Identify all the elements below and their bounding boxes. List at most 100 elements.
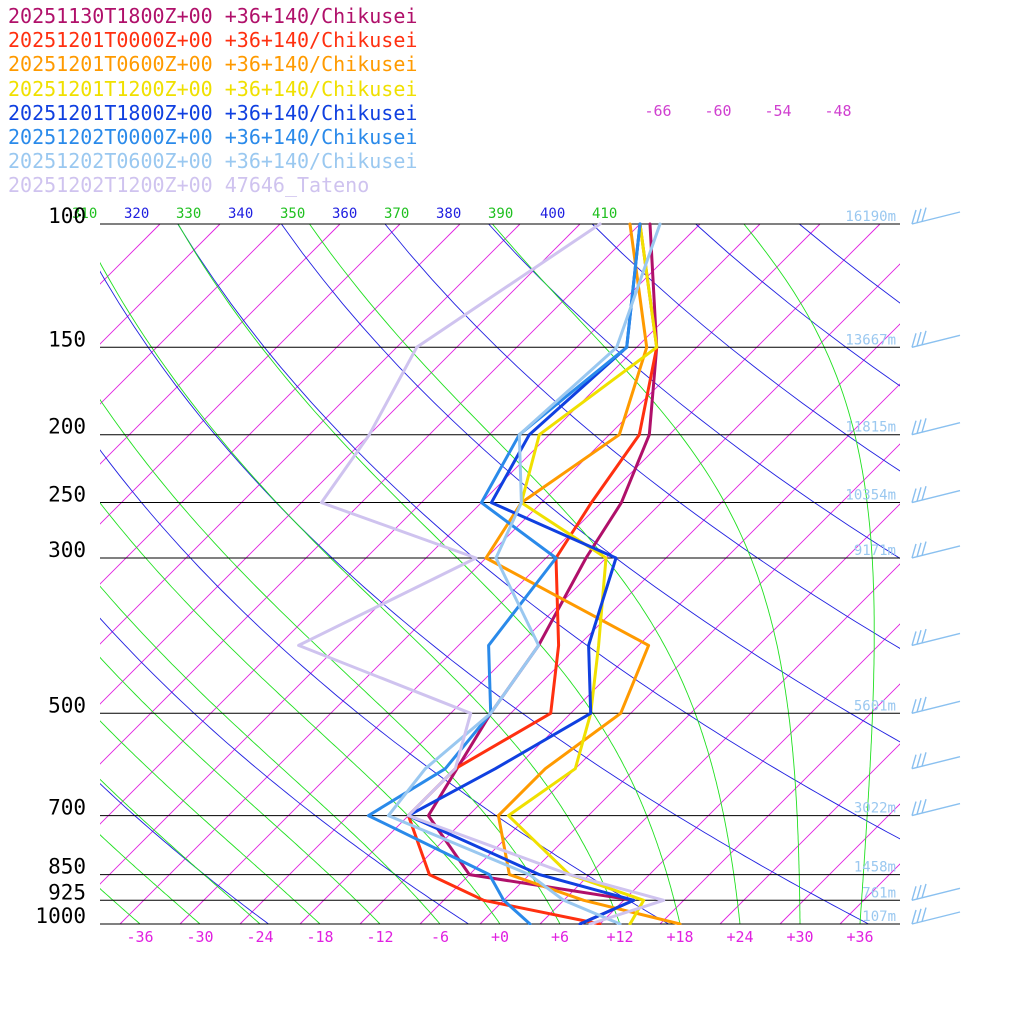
temperature-tick-label: -36 xyxy=(126,928,153,946)
theta-label: 370 xyxy=(384,206,409,222)
temperature-tick-label: +6 xyxy=(551,928,569,946)
isotherm-line xyxy=(539,563,900,925)
temperature-tick-label: +12 xyxy=(606,928,633,946)
legend-entry: 20251201T1200Z+00 +36+140/Chikusei xyxy=(8,76,418,101)
temperature-tick-label: -24 xyxy=(246,928,273,946)
wind-barb xyxy=(911,207,961,225)
isotherm-line xyxy=(779,803,900,925)
theta-label: 390 xyxy=(488,206,513,222)
moist-adiabat-line xyxy=(743,223,875,925)
legend-entry: 20251201T0600Z+00 +36+140/Chikusei xyxy=(8,52,418,77)
isotherm-line xyxy=(100,223,521,645)
dry-adiabat-line xyxy=(177,223,900,840)
moist-adiabat-grid xyxy=(100,223,875,925)
isotherm-line xyxy=(479,503,900,925)
moist-adiabat-line xyxy=(492,223,801,924)
temperature-tick-label: +36 xyxy=(846,928,873,946)
wind-barb xyxy=(911,696,961,714)
dry-adiabat-line xyxy=(799,223,900,304)
sounding-line xyxy=(506,222,659,925)
height-label: 1458m xyxy=(854,860,896,876)
height-label: 10354m xyxy=(845,488,896,504)
pressure-label: 100 xyxy=(48,204,86,228)
height-label: 16190m xyxy=(845,209,896,225)
isotherm-line xyxy=(239,263,900,925)
isotherm-line xyxy=(100,223,221,345)
legend-entry: 20251201T1800Z+00 +36+140/Chikusei xyxy=(8,100,418,125)
pressure-label: 150 xyxy=(48,327,86,351)
isotherm-line xyxy=(839,863,900,925)
dry-adiabat-line xyxy=(100,270,869,925)
wind-barb xyxy=(911,883,961,901)
isotherm-line xyxy=(100,223,761,885)
legend: 20251130T1800Z+00 +36+140/Chikusei 20251… xyxy=(8,4,417,198)
dry-adiabat-line xyxy=(100,783,269,925)
isotherm-line xyxy=(100,223,581,705)
sounding-line xyxy=(386,222,662,925)
height-label: 761m xyxy=(862,885,896,901)
moist-adiabat-line xyxy=(100,778,261,925)
theta-labels: 310 320 330 340 350 360 370 380 390 400 410 xyxy=(72,206,617,222)
pressure-label: 300 xyxy=(48,538,86,562)
isotherm-line xyxy=(100,223,641,765)
pressure-label: 500 xyxy=(48,693,86,717)
temperature-tick-label: +30 xyxy=(786,928,813,946)
legend-entry: 20251202T1200Z+00 47646_Tateno xyxy=(8,173,370,198)
theta-label: 350 xyxy=(280,206,305,222)
isotherm-line xyxy=(359,383,900,925)
legend-entry: 20251130T1800Z+00 +36+140/Chikusei xyxy=(8,4,418,28)
mixing-ratio-label: -66 xyxy=(644,102,671,120)
theta-label: 320 xyxy=(124,206,149,222)
pressure-label: 200 xyxy=(48,415,86,439)
theta-label: 360 xyxy=(332,206,357,222)
height-label: 3022m xyxy=(854,801,896,817)
legend-entry: 20251202T0600Z+00 +36+140/Chikusei xyxy=(8,149,418,174)
sounding-line xyxy=(297,222,666,925)
isotherm-line xyxy=(100,223,461,585)
pressure-lines xyxy=(100,223,900,925)
mixing-ratio-label: -60 xyxy=(704,102,731,120)
wind-barb xyxy=(911,628,961,647)
wind-barb xyxy=(911,418,961,436)
sounding-line xyxy=(406,222,659,925)
theta-label: 400 xyxy=(540,206,565,222)
pressure-label: 250 xyxy=(48,483,86,507)
mixing-ratio-label: -54 xyxy=(764,102,791,120)
isotherm-line xyxy=(599,623,900,925)
isotherm-line xyxy=(419,443,900,925)
height-label: 9171m xyxy=(854,543,896,559)
isotherm-line xyxy=(100,223,341,465)
theta-label: 380 xyxy=(436,206,461,222)
pressure-label: 850 xyxy=(48,855,86,879)
temperature-tick-label: +24 xyxy=(726,928,753,946)
isotherm-line xyxy=(899,923,900,924)
isotherm-line xyxy=(100,223,401,525)
isotherm-line xyxy=(100,223,281,405)
wind-barb xyxy=(911,907,961,925)
isotherm-line xyxy=(299,323,900,925)
wind-barb xyxy=(911,330,961,348)
height-label: 107m xyxy=(862,909,896,925)
isotherm-line xyxy=(119,223,821,925)
mixing-ratio-labels: -66 -60 -54 -48 xyxy=(644,102,851,120)
legend-entry: 20251202T0000Z+00 +36+140/Chikusei xyxy=(8,125,418,150)
sounding-series xyxy=(297,222,682,925)
isotherm-line xyxy=(179,223,881,925)
temperature-tick-label: -18 xyxy=(306,928,333,946)
height-label: 13667m xyxy=(845,332,896,348)
wind-barb xyxy=(911,752,961,770)
dry-adiabat-line xyxy=(100,449,669,925)
mixing-ratio-label: -48 xyxy=(824,102,851,120)
temperature-tick-label: -12 xyxy=(366,928,393,946)
temperature-tick-label: +0 xyxy=(491,928,509,946)
isotherm-line xyxy=(0,224,40,924)
wind-barb xyxy=(911,541,961,559)
height-labels: 16190m 13667m 11815m 10354m 9171m 5601m 3022m 1… xyxy=(845,209,896,925)
isotherm-line xyxy=(719,743,900,925)
legend-entry: 20251201T0000Z+00 +36+140/Chikusei xyxy=(8,28,418,53)
sounding-line xyxy=(484,222,682,925)
wind-barbs xyxy=(911,207,961,925)
theta-label: 330 xyxy=(176,206,201,222)
height-label: 11815m xyxy=(845,420,896,436)
